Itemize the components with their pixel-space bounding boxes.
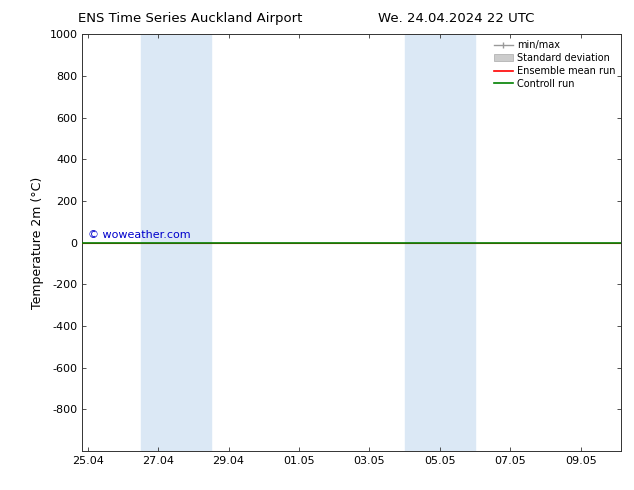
Text: ENS Time Series Auckland Airport: ENS Time Series Auckland Airport — [78, 12, 302, 25]
Text: © woweather.com: © woweather.com — [88, 230, 191, 240]
Text: We. 24.04.2024 22 UTC: We. 24.04.2024 22 UTC — [378, 12, 534, 25]
Y-axis label: Temperature 2m (°C): Temperature 2m (°C) — [31, 176, 44, 309]
Legend: min/max, Standard deviation, Ensemble mean run, Controll run: min/max, Standard deviation, Ensemble me… — [489, 36, 619, 93]
Bar — [141, 34, 211, 451]
Bar — [404, 34, 475, 451]
